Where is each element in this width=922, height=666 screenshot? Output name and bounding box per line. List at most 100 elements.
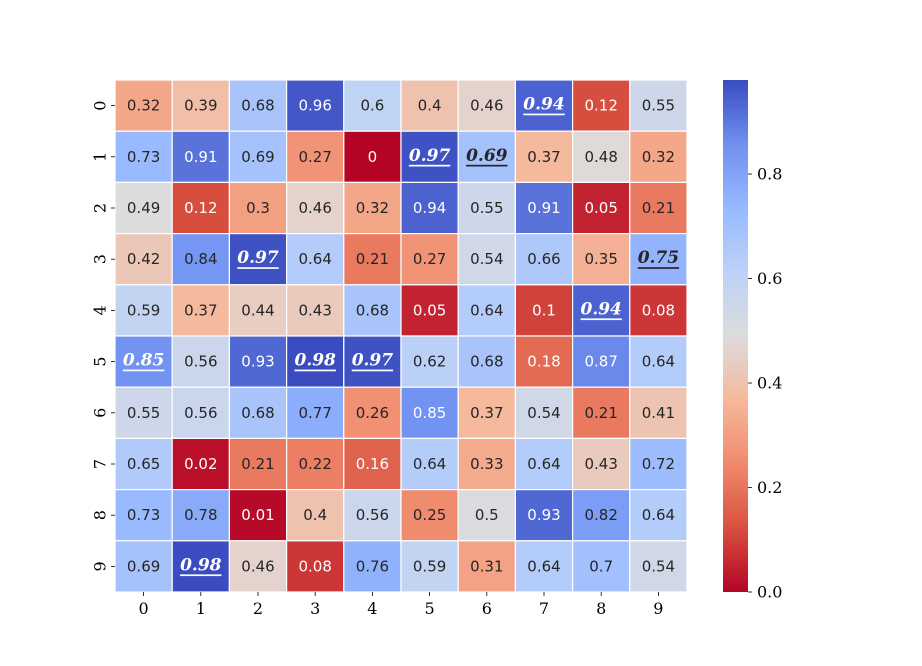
x-tick-label: 8 xyxy=(596,599,606,618)
cell-value: 0.59 xyxy=(413,557,446,575)
heatmap-cell xyxy=(629,79,688,132)
cell-value: 0.94 xyxy=(413,199,446,217)
y-tick-label: 9 xyxy=(91,561,110,571)
cell-value: 0.64 xyxy=(298,250,331,268)
heatmap-cell xyxy=(571,335,631,388)
cell-value: 0.25 xyxy=(413,506,446,524)
heatmap-cell xyxy=(629,284,688,337)
heatmap-cell xyxy=(571,540,631,593)
cell-value: 0.64 xyxy=(527,557,560,575)
cell-value: 0.48 xyxy=(584,148,617,166)
heatmap-cell xyxy=(400,437,459,491)
cell-value-highlighted: 0.97 xyxy=(237,248,279,268)
cell-value: 0.21 xyxy=(241,455,274,473)
heatmap-cell xyxy=(114,386,173,440)
heatmap-cell xyxy=(343,489,402,542)
heatmap-cell xyxy=(171,489,230,542)
cell-value: 0.91 xyxy=(527,199,560,217)
x-tick-label: 4 xyxy=(367,599,377,618)
heatmap-cell xyxy=(457,386,517,440)
heatmap-cell xyxy=(286,386,345,440)
heatmap-cell xyxy=(514,181,574,235)
heatmap-cell xyxy=(228,335,288,388)
cell-value: 0.78 xyxy=(184,506,217,524)
cell-value: 0.44 xyxy=(241,301,274,319)
y-tick-label: 5 xyxy=(91,357,110,367)
cell-value: 0.55 xyxy=(642,97,675,115)
y-tick-label: 7 xyxy=(91,459,110,469)
heatmap-cell xyxy=(629,130,688,183)
heatmap-cell xyxy=(286,130,345,183)
cell-value: 0.76 xyxy=(356,557,389,575)
x-tick-label: 9 xyxy=(653,599,663,618)
heatmap-cell xyxy=(457,540,517,593)
heatmap-cell xyxy=(114,540,173,593)
heatmap-cell xyxy=(457,181,517,235)
heatmap-cell xyxy=(400,79,459,132)
y-tick-label: 2 xyxy=(91,203,110,213)
heatmap-cell xyxy=(171,284,230,337)
heatmap-cell xyxy=(228,437,288,491)
heatmap-cell xyxy=(114,335,173,388)
cell-value: 0.68 xyxy=(470,353,503,371)
heatmap-cell xyxy=(228,284,288,337)
cell-value-highlighted: 0.98 xyxy=(180,555,222,575)
cell-value: 0.77 xyxy=(298,404,331,422)
cell-value: 0.32 xyxy=(127,97,160,115)
cell-value: 0.56 xyxy=(356,506,389,524)
x-tick-label: 2 xyxy=(253,599,263,618)
cell-value-highlighted: 0.98 xyxy=(294,351,336,371)
x-tick-label: 0 xyxy=(139,599,149,618)
cell-value: 0.08 xyxy=(642,301,675,319)
heatmap-cell xyxy=(629,386,688,440)
cell-value: 0.54 xyxy=(527,404,560,422)
heatmap-cell xyxy=(514,489,574,542)
heatmap-cell xyxy=(400,335,459,388)
heatmap-cell xyxy=(400,130,459,183)
cell-value: 0.73 xyxy=(127,148,160,166)
cell-value: 0.33 xyxy=(470,455,503,473)
cell-value: 0.46 xyxy=(298,199,331,217)
heatmap-cell xyxy=(571,181,631,235)
y-tick-label: 4 xyxy=(91,305,110,315)
y-tick-label: 1 xyxy=(91,152,110,162)
heatmap-cells: 0.32 0.39 0.68 0.96 0.6 0.4 0.46 0.94 0.12 0.55 0.… xyxy=(114,79,688,593)
cell-value: 0.27 xyxy=(298,148,331,166)
cell-value: 0.93 xyxy=(527,506,560,524)
heatmap-cell xyxy=(400,540,459,593)
cell-value: 0.64 xyxy=(642,506,675,524)
cell-value: 0.5 xyxy=(475,506,499,524)
heatmap-cell xyxy=(343,437,402,491)
heatmap-cell xyxy=(571,233,631,286)
cell-value: 0.56 xyxy=(184,404,217,422)
cell-value: 0.59 xyxy=(127,301,160,319)
cell-value: 0.69 xyxy=(127,557,160,575)
cell-value: 0.7 xyxy=(589,557,613,575)
heatmap-cell xyxy=(457,284,517,337)
cell-value: 0.68 xyxy=(241,404,274,422)
cell-value: 0.4 xyxy=(303,506,327,524)
heatmap-cell xyxy=(629,233,688,286)
cell-value: 0.64 xyxy=(470,301,503,319)
x-tick-label: 7 xyxy=(539,599,549,618)
y-axis: 0 1 2 3 4 5 6 7 8 9 xyxy=(91,101,115,571)
heatmap-cell xyxy=(171,79,230,132)
cell-value: 0.27 xyxy=(413,250,446,268)
heatmap-cell xyxy=(457,130,517,183)
colorbar-tick-label: 0.2 xyxy=(757,478,782,497)
colorbar-tick-label: 0.0 xyxy=(757,583,782,602)
cell-value: 0.32 xyxy=(356,199,389,217)
cell-value: 0.96 xyxy=(298,97,331,115)
cell-value: 0.65 xyxy=(127,455,160,473)
heatmap-cell xyxy=(514,130,574,183)
cell-value: 0.05 xyxy=(584,199,617,217)
cell-value: 0.64 xyxy=(642,353,675,371)
x-axis: 0 1 2 3 4 5 6 7 8 9 xyxy=(139,592,663,618)
cell-value-highlighted: 0.69 xyxy=(466,146,508,166)
x-tick-label: 5 xyxy=(425,599,435,618)
cell-value: 0.54 xyxy=(470,250,503,268)
heatmap-cell xyxy=(343,335,402,388)
cell-value: 0.37 xyxy=(184,301,217,319)
heatmap-cell xyxy=(457,233,517,286)
x-tick-label: 6 xyxy=(482,599,492,618)
